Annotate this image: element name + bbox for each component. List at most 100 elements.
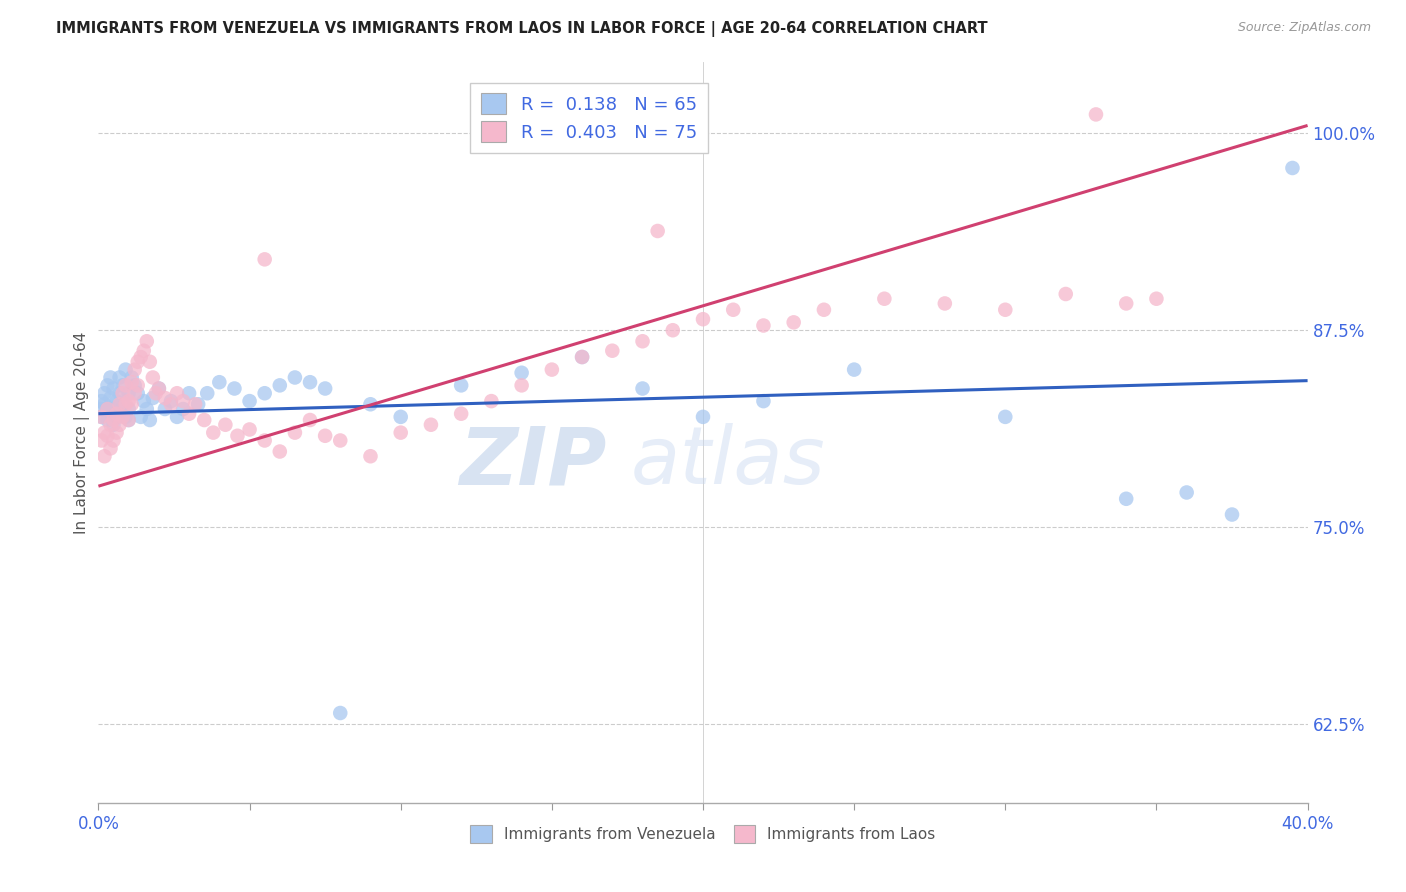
Point	[314, 429, 336, 443]
Point	[510, 378, 533, 392]
Point	[124, 386, 146, 401]
Point	[540, 362, 562, 376]
Point	[1220, 508, 1243, 522]
Point	[118, 394, 141, 409]
Point	[631, 382, 654, 396]
Point	[105, 425, 128, 440]
Point	[226, 429, 249, 443]
Point	[1085, 107, 1108, 121]
Point	[160, 394, 183, 409]
Point	[647, 224, 669, 238]
Point	[124, 362, 146, 376]
Point	[114, 397, 136, 411]
Point	[108, 370, 131, 384]
Point	[208, 375, 231, 389]
Point	[108, 386, 131, 401]
Point	[127, 378, 149, 392]
Point	[239, 422, 262, 436]
Point	[450, 378, 472, 392]
Point	[510, 366, 533, 380]
Point	[96, 402, 118, 417]
Point	[269, 378, 291, 392]
Point	[752, 394, 775, 409]
Point	[148, 382, 170, 396]
Point	[1175, 485, 1198, 500]
Point	[752, 318, 775, 333]
Point	[284, 370, 307, 384]
Text: Source: ZipAtlas.com: Source: ZipAtlas.com	[1237, 21, 1371, 34]
Point	[571, 350, 593, 364]
Point	[111, 378, 134, 392]
Point	[121, 397, 143, 411]
Point	[103, 434, 125, 448]
Point	[692, 312, 714, 326]
Point	[108, 397, 131, 411]
Point	[314, 382, 336, 396]
Point	[90, 409, 112, 424]
Point	[100, 370, 122, 384]
Point	[1115, 491, 1137, 506]
Point	[100, 407, 122, 421]
Point	[96, 429, 118, 443]
Point	[90, 434, 112, 448]
Point	[195, 386, 218, 401]
Point	[214, 417, 236, 432]
Point	[360, 397, 382, 411]
Text: IMMIGRANTS FROM VENEZUELA VS IMMIGRANTS FROM LAOS IN LABOR FORCE | AGE 20-64 COR: IMMIGRANTS FROM VENEZUELA VS IMMIGRANTS …	[56, 21, 988, 37]
Point	[193, 413, 215, 427]
Point	[90, 409, 112, 424]
Point	[420, 417, 443, 432]
Point	[224, 382, 246, 396]
Point	[148, 382, 170, 396]
Point	[142, 391, 165, 405]
Point	[329, 706, 352, 720]
Point	[121, 375, 143, 389]
Point	[994, 302, 1017, 317]
Text: ZIP: ZIP	[458, 423, 606, 501]
Point	[139, 355, 162, 369]
Point	[253, 434, 276, 448]
Point	[450, 407, 472, 421]
Point	[118, 386, 141, 401]
Point	[90, 394, 112, 409]
Point	[389, 409, 412, 424]
Point	[239, 394, 262, 409]
Text: atlas: atlas	[630, 423, 825, 501]
Point	[124, 378, 146, 392]
Point	[127, 355, 149, 369]
Point	[166, 409, 188, 424]
Point	[602, 343, 624, 358]
Point	[103, 382, 125, 396]
Point	[93, 397, 115, 411]
Point	[100, 442, 122, 456]
Point	[153, 402, 176, 417]
Point	[135, 402, 157, 417]
Point	[129, 350, 152, 364]
Point	[103, 413, 125, 427]
Point	[723, 302, 745, 317]
Point	[145, 386, 167, 401]
Y-axis label: In Labor Force | Age 20-64: In Labor Force | Age 20-64	[75, 332, 90, 533]
Point	[179, 407, 201, 421]
Point	[994, 409, 1017, 424]
Point	[166, 386, 188, 401]
Point	[111, 397, 134, 411]
Point	[184, 397, 207, 411]
Legend: Immigrants from Venezuela, Immigrants from Laos: Immigrants from Venezuela, Immigrants fr…	[463, 818, 943, 851]
Point	[100, 417, 122, 432]
Point	[127, 386, 149, 401]
Point	[96, 402, 118, 417]
Point	[96, 413, 118, 427]
Point	[299, 413, 322, 427]
Point	[103, 402, 125, 417]
Point	[93, 425, 115, 440]
Point	[481, 394, 503, 409]
Point	[111, 409, 134, 424]
Point	[105, 407, 128, 421]
Point	[114, 362, 136, 376]
Point	[813, 302, 835, 317]
Point	[253, 252, 276, 267]
Point	[118, 413, 141, 427]
Point	[142, 370, 165, 384]
Point	[934, 296, 956, 310]
